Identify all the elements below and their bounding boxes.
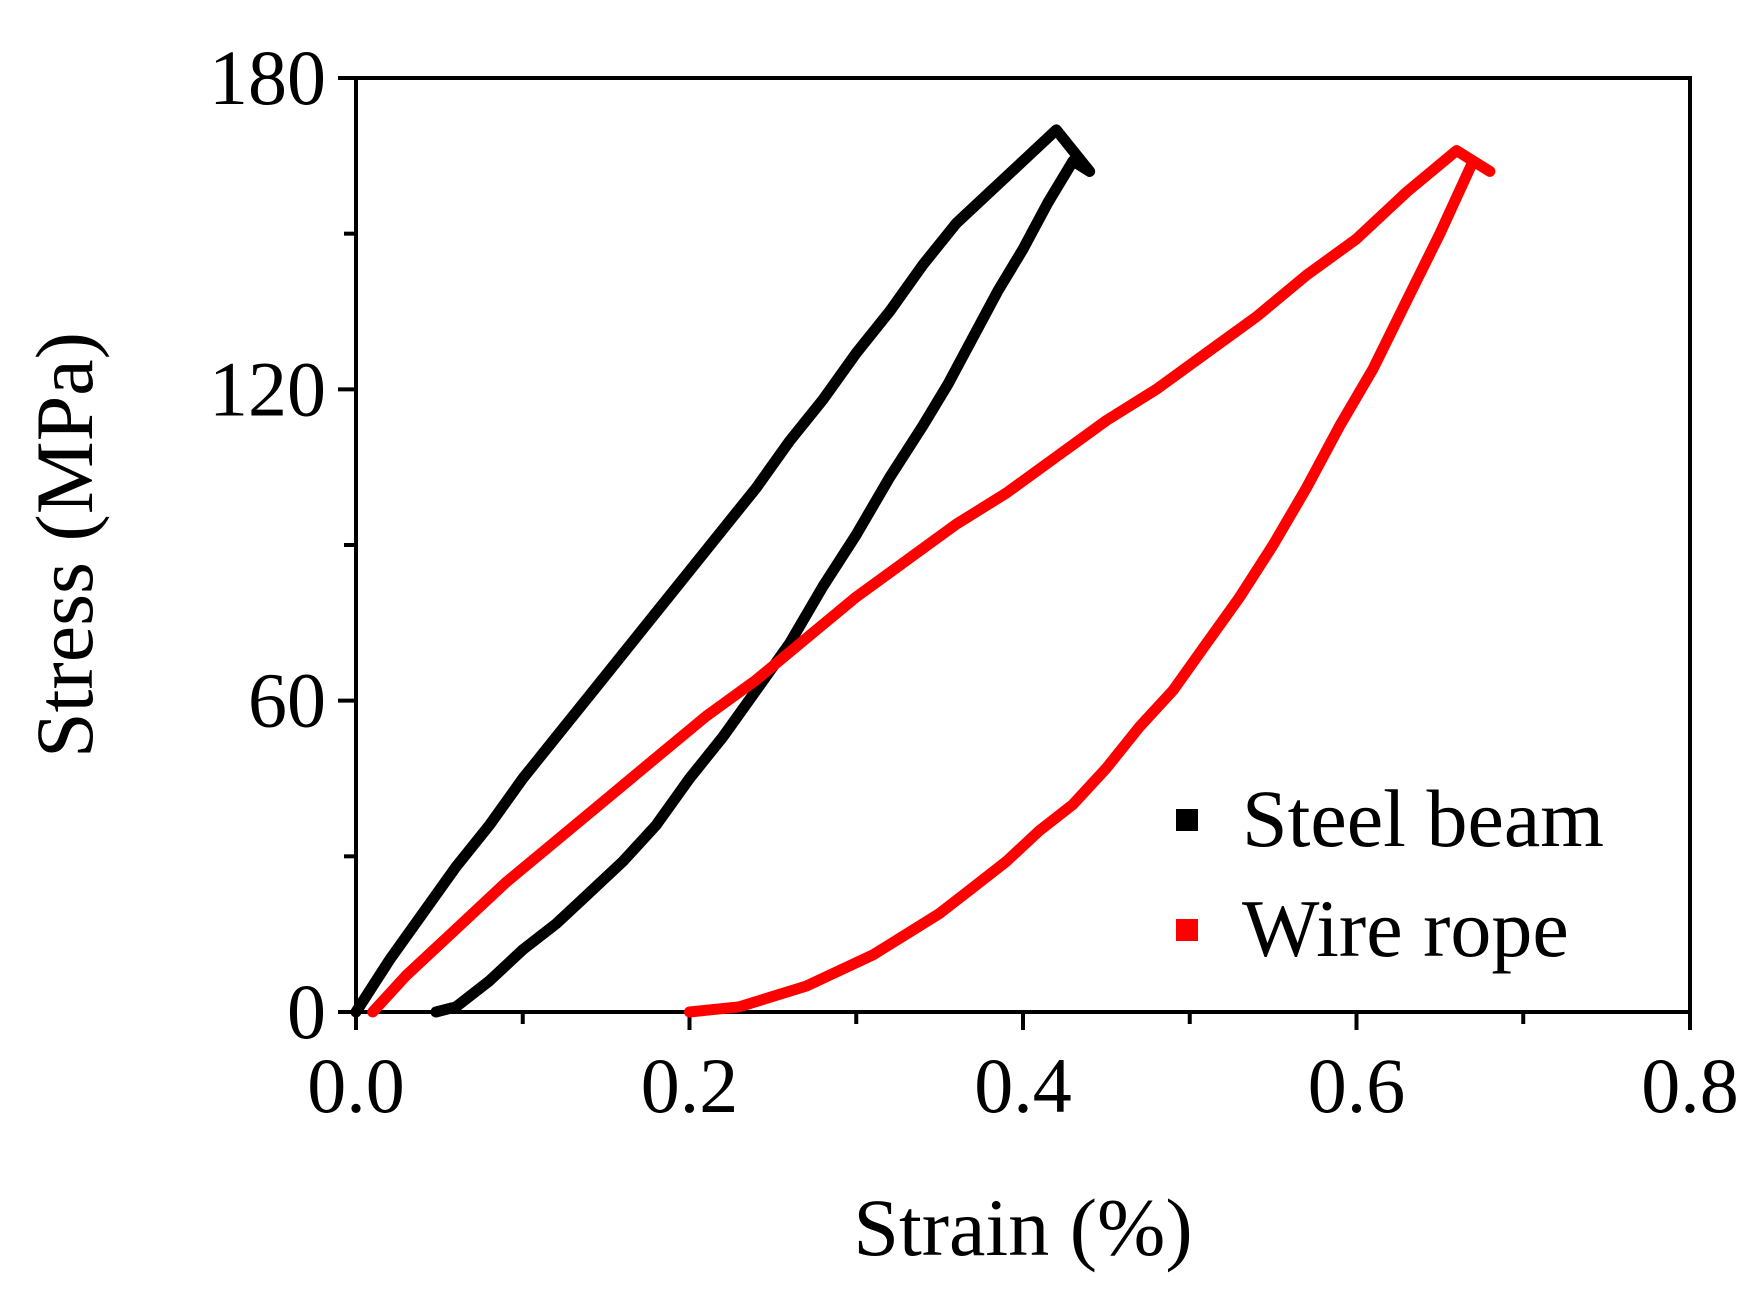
y-axis: 0 60 120 180: [209, 34, 356, 1055]
y-tick-label: 180: [209, 34, 326, 121]
legend-marker-wire-rope: [1176, 919, 1198, 941]
legend-label-wire-rope: Wire rope: [1242, 883, 1569, 974]
x-axis: 0.0 0.2 0.4 0.6 0.8: [307, 1012, 1739, 1129]
x-axis-title: Strain (%): [853, 1182, 1192, 1273]
x-tick-label: 0.2: [641, 1042, 739, 1129]
legend-marker-steel-beam: [1176, 809, 1198, 831]
series-line-steel-beam: [350, 124, 1096, 1018]
y-axis-title: Stress (MPa): [19, 332, 110, 758]
x-tick-label: 0.8: [1641, 1042, 1739, 1129]
legend-label-steel-beam: Steel beam: [1242, 773, 1604, 864]
plot-frame: [354, 76, 1692, 1014]
plot-area: [354, 76, 1692, 1014]
x-tick-label: 0.4: [974, 1042, 1072, 1129]
x-tick-label: 0.0: [307, 1042, 405, 1129]
y-tick-label: 120: [209, 345, 326, 432]
legend: Steel beam Wire rope: [1176, 773, 1604, 974]
series-line-wire-rope: [367, 145, 1496, 1018]
y-tick-label: 0: [287, 968, 326, 1055]
series-layer: [350, 124, 1496, 1018]
y-tick-label: 60: [248, 657, 326, 744]
x-tick-label: 0.6: [1308, 1042, 1406, 1129]
